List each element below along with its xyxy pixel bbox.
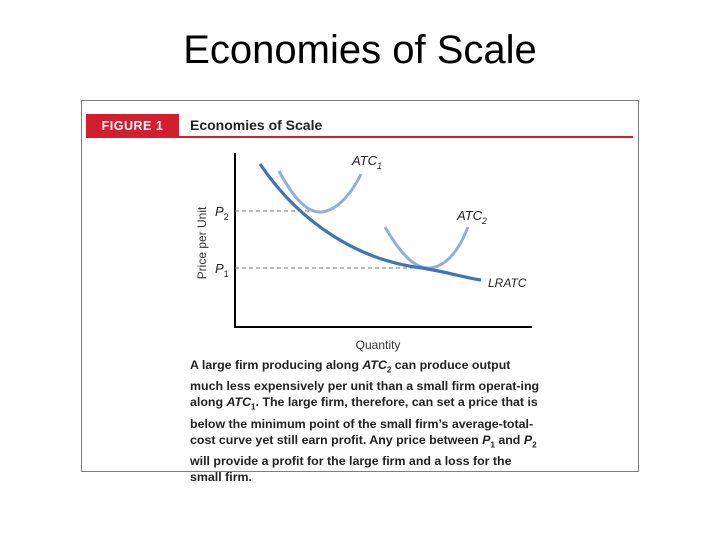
caption-p1-sub: 1 <box>490 440 495 450</box>
atc2-label: ATC2 <box>456 208 487 226</box>
atc1-curve <box>277 170 363 214</box>
caption-atc2: ATC <box>362 358 387 372</box>
figure-label: FIGURE 1 <box>86 114 179 138</box>
figure-panel: FIGURE 1 Economies of Scale ATC1 ATC2 LR… <box>81 100 639 484</box>
x-axis-title: Quantity <box>356 338 401 352</box>
p1-label: P1 <box>215 261 229 279</box>
lratc-label: LRATC <box>488 276 527 290</box>
caption-text: and <box>494 432 524 447</box>
figure-header-rule <box>179 136 633 138</box>
caption-atc2-sub: 2 <box>386 365 392 375</box>
caption-text: A large firm producing along <box>190 358 363 372</box>
atc2-curve <box>383 226 470 270</box>
atc1-label: ATC1 <box>351 153 382 171</box>
caption-p2-sub: 2 <box>532 440 537 450</box>
figure-caption: A large firm producing along ATC2 can pr… <box>190 357 540 485</box>
caption-atc1: ATC <box>226 395 252 410</box>
p2-label: P2 <box>215 204 229 222</box>
slide-title: Economies of Scale <box>183 28 537 72</box>
caption-text: . The large firm, therefore, can set a p… <box>190 395 538 447</box>
figure-title: Economies of Scale <box>190 117 323 133</box>
figure-header: FIGURE 1 Economies of Scale <box>82 114 638 138</box>
caption-p2: P <box>523 432 533 447</box>
economies-of-scale-diagram: ATC1 ATC2 LRATC P2 P1 Price per Unit Qua… <box>195 153 532 352</box>
lratc-curve <box>258 163 482 282</box>
caption-atc1-sub: 1 <box>251 402 256 412</box>
caption-text: can produce output much less expensively… <box>190 358 540 410</box>
caption-p1: P <box>482 432 491 447</box>
y-axis-title: Price per Unit <box>195 206 209 279</box>
caption-text: will provide a profit for the large firm… <box>190 454 512 485</box>
